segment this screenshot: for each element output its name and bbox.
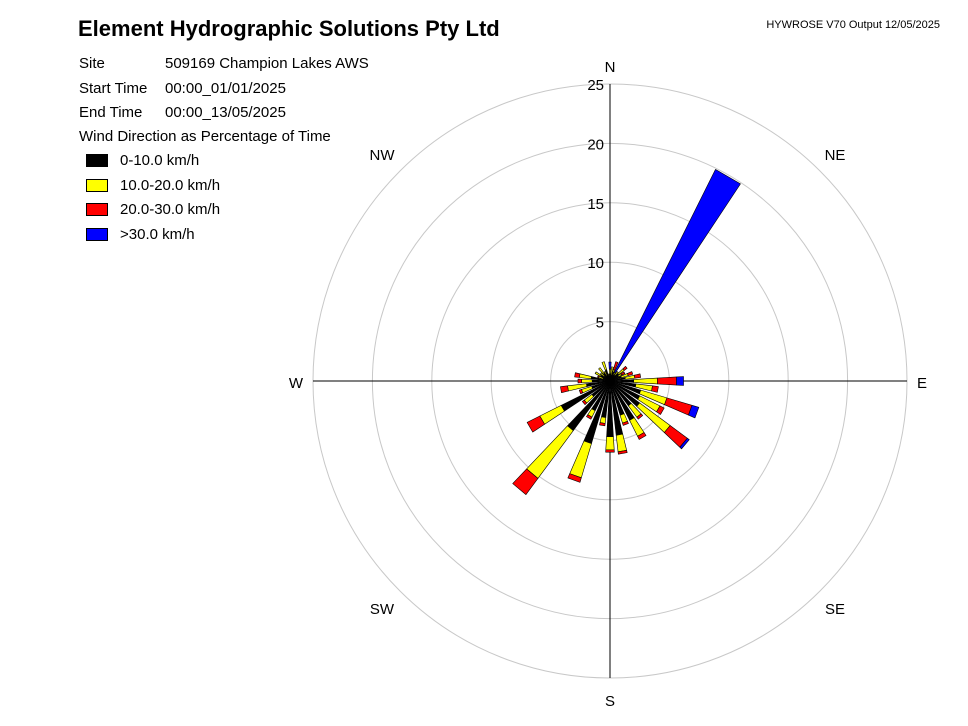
rose-bar-110-class-3 [688,404,700,419]
rose-bar-90-class-2 [657,376,677,386]
rose-bar-110-class-2 [664,397,693,416]
rose-bar-30-class-3 [613,169,741,374]
ring-label-5: 5 [596,315,604,332]
rose-bar-300-class-1 [594,371,602,377]
compass-label-n: N [605,59,616,76]
legend-label: 0-10.0 km/h [120,152,200,169]
legend-label: 10.0-20.0 km/h [120,176,221,194]
rose-bar-130-class-3 [679,437,690,450]
compass-label-s: S [605,693,615,710]
rose-bar-160-class-2 [622,421,629,426]
rose-bar-250-class-2 [578,389,584,395]
rose-bar-60-class-2 [620,371,626,376]
rose-bar-120-class-2 [656,405,665,415]
legend-swatch [86,154,108,167]
meta-end-time: End Time 00:00_13/05/2025 [79,104,286,121]
compass-label-ne: NE [825,147,846,164]
rose-bar-290-class-2 [597,375,600,378]
compass-label-se: SE [825,601,845,618]
legend-label: 20.0-30.0 km/h [120,201,221,218]
rose-bar-310-class-1 [600,372,606,378]
ring-label-25: 25 [587,77,604,94]
meta-site-value: 509169 Champion Lakes AWS [165,55,369,72]
rose-bar-150-class-2 [637,432,647,440]
rose-bar-70-class-2 [627,371,634,376]
rose-bar-40-class-1 [613,371,619,377]
ring-label-15: 15 [587,196,604,213]
meta-start-time: Start Time 00:00_01/01/2025 [79,80,286,97]
rose-bar-280-class-1 [579,373,592,380]
ring-label-10: 10 [587,255,604,272]
rose-bar-90-class-3 [676,376,684,386]
compass-label-nw: NW [370,147,396,164]
page-title: Element Hydrographic Solutions Pty Ltd [78,16,500,41]
rose-bar-350-class-1 [608,373,610,377]
rose-bar-170-class-2 [617,450,628,455]
rose-bar-50-class-2 [622,365,628,371]
meta-end-time-value: 00:00_13/05/2025 [165,104,286,121]
rose-bar-220-class-2 [512,468,539,495]
rose-bars [512,169,741,495]
rose-bar-140-class-2 [636,413,644,420]
rose-bar-280-class-2 [574,372,581,378]
legend-swatch [86,227,108,241]
rose-bar-0-class-3 [608,361,612,370]
output-info: HYWROSE V70 Output 12/05/2025 [766,19,940,31]
rose-bar-340-class-1 [601,361,607,371]
rose-bar-260-class-2 [560,385,569,393]
meta-site: Site 509169 Champion Lakes AWS [79,55,369,72]
meta-start-time-value: 00:00_01/01/2025 [165,80,286,97]
meta-site-label: Site [79,55,105,72]
rose-bar-220-class-1 [526,425,574,479]
rose-bar-0-class-1 [608,368,612,375]
rose-bar-210-class-2 [586,414,593,420]
rose-bar-320-class-1 [598,367,605,375]
legend-swatch [86,203,108,216]
rose-bar-20-class-2 [613,361,619,371]
rose-bar-80-class-2 [633,373,641,379]
rose-bar-100-class-2 [651,385,659,393]
ring-label-20: 20 [587,136,604,153]
rose-bar-230-class-2 [582,399,588,406]
rose-bar-200-class-2 [567,473,582,483]
meta-end-time-label: End Time [79,104,143,121]
legend-swatch [86,178,108,192]
rose-bar-270-class-1 [581,378,593,384]
rose-bar-90-class-1 [633,377,658,385]
legend-title: Wind Direction as Percentage of Time [79,128,331,145]
meta-start-time-label: Start Time [79,80,148,97]
rose-bar-180-class-1 [605,436,615,451]
rose-compass-labels: N NE E SE S SW W NW [289,59,927,710]
rose-bar-170-class-1 [615,433,627,453]
rose-bar-240-class-2 [526,415,545,433]
rose-bar-190-class-2 [599,422,606,427]
rose-bar-10-class-1 [610,366,614,376]
compass-label-w: W [289,375,304,392]
compass-label-e: E [917,375,927,392]
rose-bar-200-class-1 [569,440,592,479]
rose-ring-labels: 5 10 15 20 25 [587,77,604,332]
legend-label: >30.0 km/h [120,225,195,243]
rose-bar-180-class-2 [605,449,615,453]
rose-bar-330-class-1 [603,371,608,377]
compass-label-sw: SW [370,601,395,618]
rose-bar-270-class-2 [577,378,582,384]
